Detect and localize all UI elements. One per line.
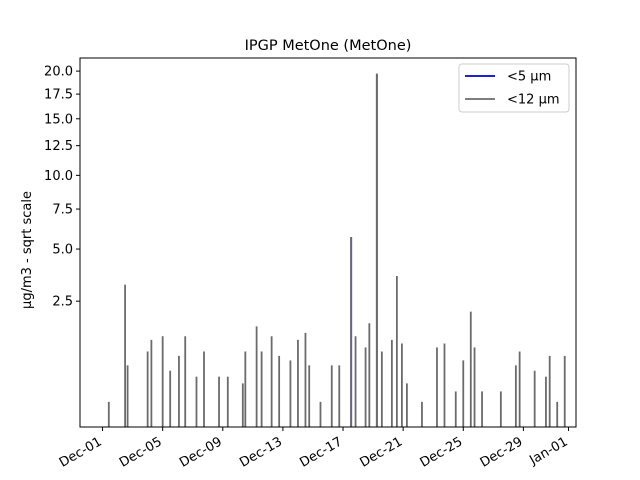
y-tick-label: 17.5 — [44, 88, 73, 103]
y-tick-label: 5.0 — [52, 243, 73, 258]
y-axis: 2.5 5.0 7.5 10.0 12.5 15.0 17.5 20.0 — [44, 65, 80, 310]
legend: <5 µm <12 µm — [458, 63, 570, 113]
chart-title: IPGP MetOne (MetOne) — [245, 38, 412, 54]
y-tick-label: 12.5 — [44, 139, 73, 154]
series-1 — [107, 73, 566, 427]
y-tick-label: 2.5 — [52, 295, 73, 310]
y-tick-label: 10.0 — [44, 169, 73, 184]
plot-frame — [79, 57, 577, 428]
y-tick-label: 15.0 — [44, 112, 73, 127]
legend-label: <5 µm — [507, 70, 551, 85]
series-layer — [107, 73, 566, 427]
y-tick-label: 7.5 — [52, 203, 73, 218]
y-axis-label: µg/m3 - sqrt scale — [20, 191, 35, 309]
legend-label: <12 µm — [507, 93, 560, 108]
y-tick-label: 20.0 — [44, 65, 73, 80]
